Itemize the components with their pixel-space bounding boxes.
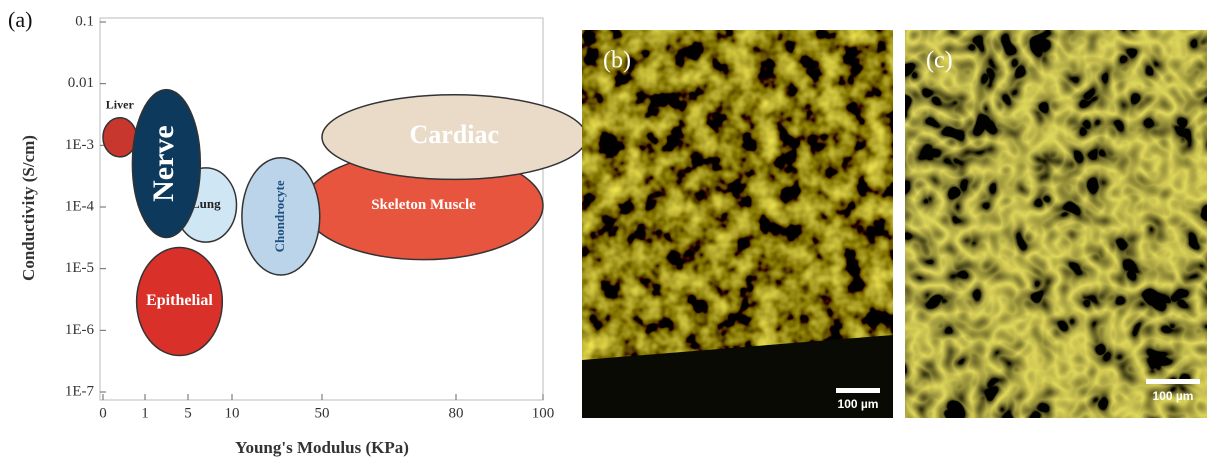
micrograph-texture xyxy=(905,30,1207,418)
x-tick-label: 1 xyxy=(141,405,149,421)
scale-bar xyxy=(1146,379,1200,384)
scale-bar xyxy=(836,388,880,393)
y-tick-label: 1E-4 xyxy=(65,198,95,214)
y-tick-label: 1E-5 xyxy=(65,260,94,276)
x-tick-label: 80 xyxy=(449,405,464,421)
y-tick-label: 0.01 xyxy=(68,75,94,91)
y-tick-label: 0.1 xyxy=(75,13,94,29)
region-label: Epithelial xyxy=(146,292,213,309)
y-tick-label: 1E-3 xyxy=(65,137,94,153)
x-tick-label: 50 xyxy=(315,405,330,421)
region-label: Cardiac xyxy=(409,120,499,149)
panel-label: (a) xyxy=(8,7,32,32)
panel-b: (b) 100 µm xyxy=(582,30,893,418)
region xyxy=(103,118,137,157)
panel-c: (c) 100 µm xyxy=(905,30,1207,418)
panel-label: (c) xyxy=(926,48,953,74)
x-tick-label: 0 xyxy=(99,405,107,421)
micrograph-texture xyxy=(582,30,893,360)
x-tick-label: 5 xyxy=(184,405,192,421)
figure: (a) 0.1 0.01 1E-3 1E-4 1E-5 1E-6 1E-70 1 5 10 50 80… xyxy=(0,0,1212,464)
y-tick-label: 1E-7 xyxy=(65,383,95,399)
x-axis-label: Young's Modulus (KPa) xyxy=(235,438,409,457)
y-axis-label: Conductivity (S/cm) xyxy=(19,135,38,281)
x-tick-label: 100 xyxy=(532,405,555,421)
region-label: Chondrocyte xyxy=(272,180,287,252)
x-tick-label: 10 xyxy=(225,405,240,421)
panel-label: (b) xyxy=(603,48,631,74)
scale-bar-label: 100 µm xyxy=(838,397,879,411)
region-label: Nerve xyxy=(147,125,180,202)
region-label: Liver xyxy=(106,98,135,112)
region-label: Skeleton Muscle xyxy=(371,197,476,213)
scale-bar-label: 100 µm xyxy=(1153,389,1194,403)
y-tick-label: 1E-6 xyxy=(65,322,95,338)
